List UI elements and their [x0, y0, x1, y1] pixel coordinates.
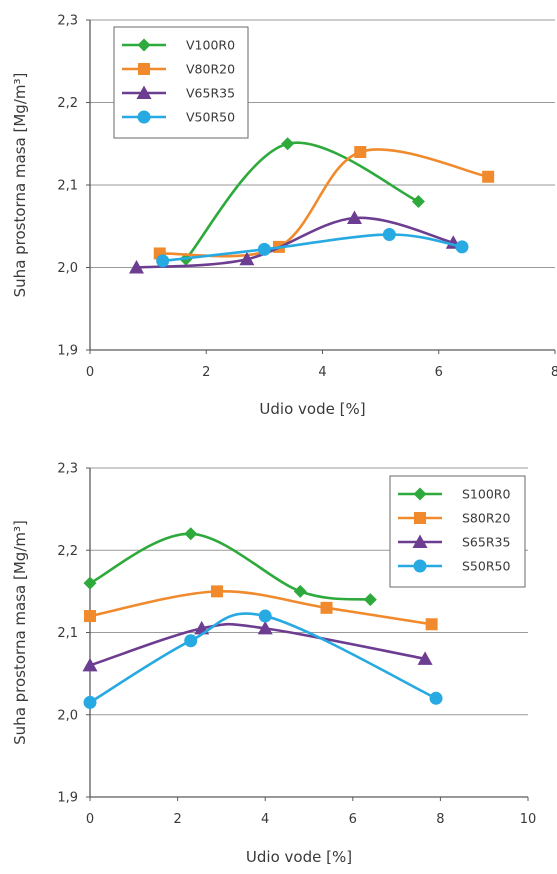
x-tick-label: 8 [551, 365, 557, 380]
series-line [89, 590, 432, 626]
data-point [82, 657, 98, 672]
data-point [354, 146, 367, 158]
data-point [429, 691, 443, 705]
legend-label: S80R20 [462, 511, 510, 526]
data-point [411, 195, 425, 208]
x-tick-label: 10 [520, 812, 537, 827]
legend-marker [137, 38, 151, 52]
data-point [84, 610, 96, 623]
series-line [89, 532, 371, 601]
data-point [363, 593, 377, 607]
legend-label: V50R50 [186, 110, 235, 125]
x-tick-label: 4 [318, 365, 326, 380]
chart-1: 1,9 2,0 2,1 2,2 2,3 0 2 4 6 8 Udio vode [%] Suha pr… [11, 14, 557, 419]
chart-2: 1,9 2,0 2,1 2,2 2,3 0 2 4 6 8 10 Udio vode [%] Suha … [11, 462, 536, 867]
data-point [382, 228, 396, 241]
data-point [184, 527, 198, 541]
series-S80R20 [84, 585, 438, 631]
series-line [162, 233, 463, 263]
x-tick-label: 0 [86, 812, 94, 827]
legend: S100R0 S80R20 S65R35 S50R50 [389, 475, 526, 588]
series-V100R0 [179, 137, 425, 266]
series-S50R50 [83, 609, 443, 709]
y-tick-label: 1,9 [57, 344, 78, 359]
legend-marker [137, 110, 151, 124]
y-axis-label: Suha prostorna masa [Mg/m³] [11, 520, 29, 745]
y-axis-label: Suha prostorna masa [Mg/m³] [11, 73, 29, 298]
data-point [346, 210, 362, 224]
series-S100R0 [83, 527, 377, 607]
legend-label: S50R50 [462, 559, 510, 574]
series-line [89, 612, 437, 704]
legend-marker [413, 559, 427, 573]
series-line [184, 141, 419, 261]
y-tick-label: 2,2 [57, 544, 78, 559]
data-point [83, 576, 97, 590]
data-point [83, 695, 97, 709]
data-point [184, 634, 198, 648]
series-line [136, 216, 454, 269]
legend-marker [136, 85, 152, 99]
series-V65R35 [129, 210, 461, 274]
x-tick-label: 8 [436, 812, 444, 827]
data-point [258, 609, 272, 623]
x-tick-label: 6 [435, 365, 443, 380]
legend-marker [413, 487, 427, 501]
x-tick-label: 2 [173, 812, 181, 827]
data-point [482, 170, 495, 183]
data-point [257, 242, 271, 256]
y-tick-label: 2,3 [57, 462, 78, 477]
y-tick-label: 2,0 [57, 261, 78, 276]
legend-marker [412, 534, 428, 548]
x-axis-label: Udio vode [%] [259, 400, 365, 418]
legend-label: S100R0 [462, 487, 510, 502]
data-point [281, 137, 295, 151]
data-point [417, 651, 433, 665]
data-point [257, 620, 273, 635]
data-point [156, 254, 170, 268]
x-tick-label: 0 [86, 365, 94, 380]
x-tick-label: 2 [202, 365, 210, 380]
legend-label: V100R0 [186, 38, 235, 53]
x-tick-label: 4 [261, 812, 269, 827]
data-point [320, 601, 333, 614]
legend-label: S65R35 [462, 535, 510, 550]
y-tick-label: 2,0 [57, 708, 78, 723]
data-point [293, 584, 307, 598]
data-point [211, 585, 224, 598]
legend-marker [138, 63, 150, 75]
series-V50R50 [156, 228, 469, 268]
data-point [455, 240, 469, 254]
legend-marker [414, 512, 426, 524]
y-tick-label: 2,2 [57, 96, 78, 111]
legend-label: V80R20 [186, 62, 235, 77]
legend-label: V65R35 [186, 86, 235, 101]
data-point [129, 260, 144, 274]
y-tick-label: 2,3 [57, 14, 78, 29]
y-tick-label: 2,1 [57, 626, 78, 641]
series-S65R35 [82, 620, 433, 672]
series-line [89, 622, 426, 667]
y-tick-label: 1,9 [57, 791, 78, 806]
legend: V100R0 V80R20 V65R35 V50R50 [113, 26, 249, 139]
x-tick-label: 6 [349, 812, 357, 827]
data-point [425, 618, 438, 631]
data-point [239, 251, 255, 266]
y-tick-label: 2,1 [57, 179, 78, 194]
x-axis-label: Udio vode [%] [246, 848, 352, 866]
